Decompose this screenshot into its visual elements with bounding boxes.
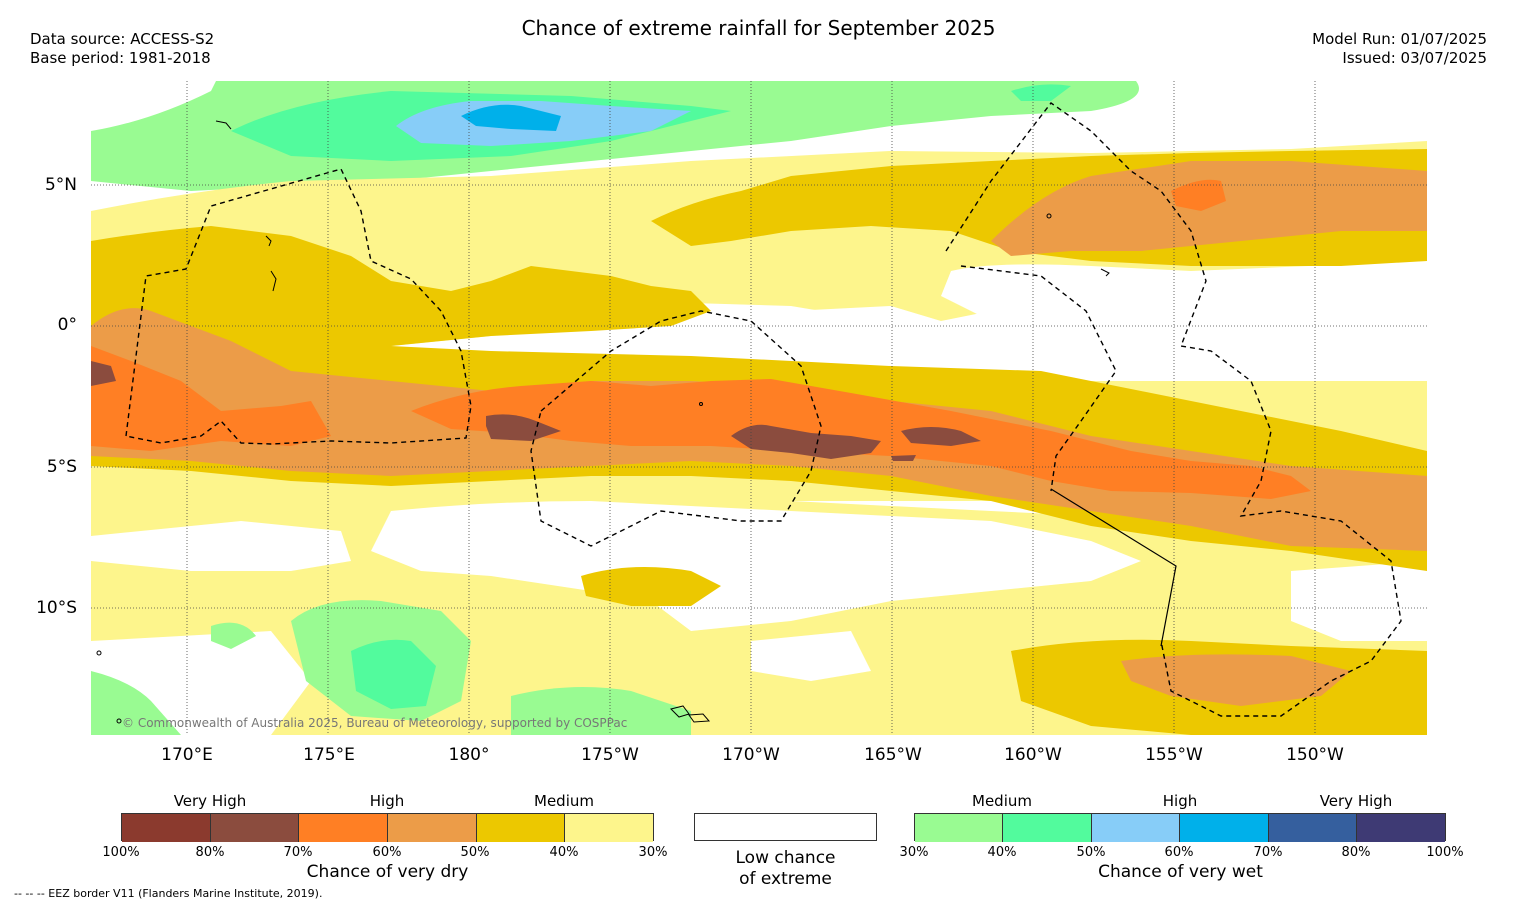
lat-label-5s: 5°S [46,457,77,477]
data-source-text: Data source: ACCESS-S2 [30,30,215,48]
rainfall-map[interactable] [91,81,1427,735]
lon-label-170w: 170°W [722,745,780,765]
lon-label-180: 180° [448,745,490,765]
dry-swatch-30-40 [565,814,653,842]
rainfall-map-svg [91,81,1427,735]
wet-swatch-80-100 [1357,814,1445,842]
lon-label-175w: 175°W [581,745,639,765]
dry-tick: 80% [195,845,225,860]
low-chance-caption-line1: Low chance [735,848,836,868]
dry-swatch-50-60 [388,814,477,842]
dry-legend-heading-high: High [369,792,405,810]
lon-label-150w: 150°W [1286,745,1344,765]
dry-legend-heading-very-high: Very High [173,792,247,810]
wet-swatch-50-60 [1092,814,1180,842]
wet-tick: 30% [899,845,929,860]
dry-tick: 60% [372,845,402,860]
wet-legend-heading-very-high: Very High [1319,792,1393,810]
lon-label-165w: 165°W [864,745,922,765]
model-run-text: Model Run: 01/07/2025 [1312,30,1487,48]
low-chance-swatch [694,813,877,841]
eez-footnote: -- -- -- EEZ border V11 (Flanders Marine… [14,887,323,900]
dry-tick: 40% [549,845,579,860]
data-info: Data source: ACCESS-S2 Base period: 1981… [30,30,214,68]
very-high-dry-region [91,361,981,461]
wet-legend-heading-high: High [1162,792,1198,810]
wet-legend-heading-medium: Medium [972,792,1032,810]
lon-label-160w: 160°W [1004,745,1062,765]
wet-tick: 40% [987,845,1017,860]
wet-tick: 70% [1253,845,1283,860]
eez-borders [125,102,1402,717]
wet-swatch-40-50 [1003,814,1092,842]
dry-legend-bar [121,813,654,842]
lat-label-0: 0° [57,315,77,335]
dry-legend-heading-medium: Medium [534,792,594,810]
lon-label-155w: 155°W [1145,745,1203,765]
lat-label-10s: 10°S [36,598,77,618]
dry-swatch-60-70 [299,814,388,842]
wet-swatch-60-70 [1180,814,1269,842]
wet-tick: 80% [1341,845,1371,860]
wet-tick: 50% [1076,845,1106,860]
copyright-text: © Commonwealth of Australia 2025, Bureau… [122,716,628,730]
wet-legend-caption: Chance of very wet [1098,862,1263,882]
south-wet-region [91,600,691,735]
base-period-text: Base period: 1981-2018 [30,49,211,67]
dry-swatch-40-50 [477,814,565,842]
dry-tick: 50% [460,845,490,860]
low-chance-caption: Low chance of extreme [694,848,877,890]
dry-swatch-70-80 [211,814,299,842]
dry-tick: 70% [283,845,313,860]
lon-label-170e: 170°E [161,745,213,765]
wet-tick: 100% [1426,845,1464,860]
north-wet-region [91,81,1139,191]
wet-legend-bar [914,813,1446,842]
lon-label-175e: 175°E [303,745,355,765]
issued-text: Issued: 03/07/2025 [1342,49,1487,67]
dry-swatch-80-100 [122,814,211,842]
wet-tick: 60% [1164,845,1194,860]
map-title: Chance of extreme rainfall for September… [521,16,996,40]
run-info: Model Run: 01/07/2025 Issued: 03/07/2025 [1312,30,1487,68]
lat-label-5n: 5°N [44,175,77,195]
wet-swatch-70-80 [1269,814,1357,842]
low-chance-caption-line2: of extreme [739,869,832,889]
wet-swatch-30-40 [915,814,1003,842]
dry-tick: 30% [638,845,668,860]
dry-legend-caption: Chance of very dry [306,862,469,882]
dry-tick: 100% [102,845,140,860]
graticule [91,81,1427,735]
boundary-solid [1050,488,1177,647]
islands [96,120,1110,724]
